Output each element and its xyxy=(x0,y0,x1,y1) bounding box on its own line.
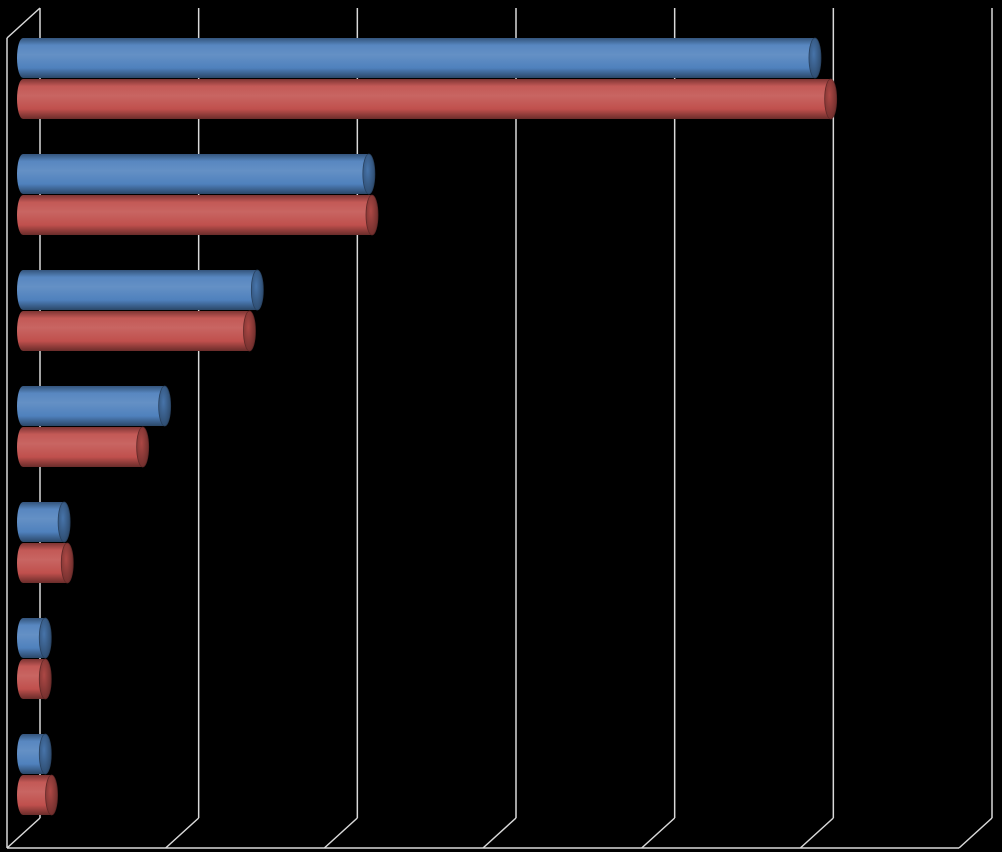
bar-cat5-series1 xyxy=(17,501,71,543)
bar-body xyxy=(17,154,369,194)
bar-body xyxy=(17,543,68,583)
bar-cat3-series2 xyxy=(17,310,256,352)
bar-cat7-series1 xyxy=(17,733,52,775)
bar-end-cap xyxy=(57,501,71,543)
floor-gridline-x-2 xyxy=(323,817,358,849)
bar-end-cap xyxy=(808,37,822,79)
bar-cat1-series2 xyxy=(17,78,838,120)
bar-body xyxy=(17,734,46,774)
bar-end-cap xyxy=(243,310,256,352)
bar-end-cap xyxy=(45,774,58,816)
bar-body xyxy=(17,79,831,119)
bar-body xyxy=(17,775,52,815)
bar-end-cap xyxy=(250,269,264,311)
plot-frame xyxy=(6,7,993,849)
bar-end-cap xyxy=(365,194,379,236)
bar-cat5-series2 xyxy=(17,542,74,584)
bar-cat7-series2 xyxy=(17,774,58,816)
bar-body xyxy=(17,195,373,235)
bar-cat2-series1 xyxy=(17,153,376,195)
floor-gridline-x-4 xyxy=(641,817,676,849)
wall-top-depth-edge xyxy=(6,7,41,39)
bar-body xyxy=(17,270,258,310)
bar-body xyxy=(17,502,65,542)
bars xyxy=(17,37,838,816)
bar-cat4-series2 xyxy=(17,426,150,468)
floor-left-depth-edge xyxy=(6,817,41,849)
bar-end-cap xyxy=(60,542,74,584)
bar-end-cap xyxy=(38,617,52,659)
bar-body xyxy=(17,618,46,658)
bar-body xyxy=(17,386,165,426)
bar-cat6-series2 xyxy=(17,658,52,700)
bar-body xyxy=(17,427,143,467)
floor-gridline-x-3 xyxy=(482,817,517,849)
bar-body xyxy=(17,311,250,351)
bar-end-cap xyxy=(158,385,172,427)
floor-gridline-x-6 xyxy=(958,817,993,849)
bar-end-cap xyxy=(38,658,52,700)
bar-cat3-series1 xyxy=(17,269,264,311)
bar-body xyxy=(17,659,46,699)
floor-gridline-x-5 xyxy=(799,817,834,849)
bar-cat2-series2 xyxy=(17,194,379,236)
bar-cat6-series1 xyxy=(17,617,52,659)
bar-body xyxy=(17,38,815,78)
bar-end-cap xyxy=(362,153,376,195)
bar-end-cap xyxy=(136,426,150,468)
bar-end-cap xyxy=(38,733,52,775)
bar-cat4-series1 xyxy=(17,385,172,427)
floor-gridline-x-1 xyxy=(165,817,200,849)
bar-cat1-series1 xyxy=(17,37,822,79)
bar-end-cap xyxy=(824,78,838,120)
